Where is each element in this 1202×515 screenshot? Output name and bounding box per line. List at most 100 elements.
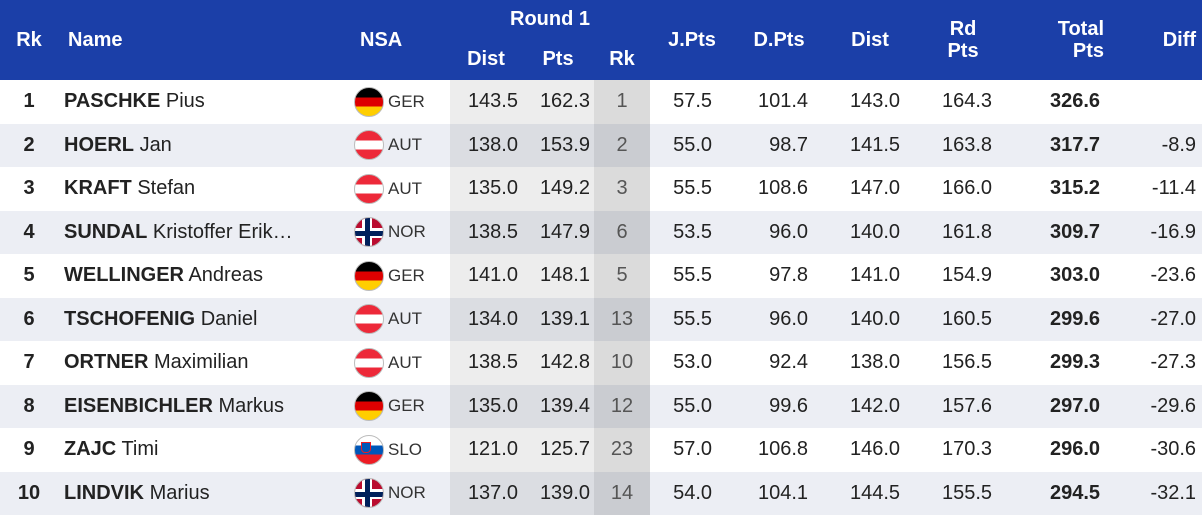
flag-icon (354, 347, 384, 378)
diff-cell: -23.6 (1150, 264, 1197, 287)
table-row[interactable]: 4 SUNDAL Kristoffer Erik… NOR 138.5 147.9 6 53… (0, 210, 1202, 255)
total-pts-cell: 315.2 (1049, 177, 1101, 200)
flag-icon (354, 434, 384, 465)
table-row[interactable]: 1 PASCHKE Pius GER 143.5 162.3 1 57.5 101.4 143.… (0, 80, 1202, 124)
diff-cell: -27.3 (1150, 351, 1197, 374)
distance-cell: 144.5 (849, 481, 901, 504)
table-row[interactable]: 6 TSCHOFENIG Daniel AUT 134.0 139.1 13 55.5 96.… (0, 297, 1202, 342)
nsa-code: GER (388, 265, 425, 285)
nsa-cell: AUT (354, 341, 450, 385)
round-pts-cell: 153.9 (522, 123, 594, 167)
rank-cell: 6 (23, 307, 35, 330)
judge-pts-cell: 57.5 (673, 90, 713, 113)
header-diff[interactable]: Diff (1162, 28, 1197, 51)
round-dist-cell: 143.5 (450, 80, 522, 124)
total-pts-cell: 299.6 (1049, 307, 1101, 330)
athlete-last-name: KRAFT (64, 177, 132, 200)
header-round-pts[interactable]: Pts (542, 47, 574, 70)
athlete-first-name: Marius (149, 481, 210, 504)
athlete-name[interactable]: KRAFT Stefan (58, 167, 354, 211)
nsa-code: NOR (388, 222, 426, 242)
round-pts-cell: 148.1 (522, 254, 594, 298)
rank-cell: 5 (23, 264, 35, 287)
nsa-cell: SLO (354, 428, 450, 472)
table-body: 1 PASCHKE Pius GER 143.5 162.3 1 57.5 101.4 143.… (0, 80, 1202, 515)
athlete-last-name: TSCHOFENIG (64, 307, 196, 330)
rank-cell: 4 (23, 220, 35, 243)
round-total-cell: 160.5 (941, 307, 993, 330)
header-rd-pts[interactable]: Rd Pts (916, 0, 1010, 80)
total-pts-cell: 294.5 (1049, 481, 1101, 504)
round-rank-cell: 1 (594, 80, 651, 124)
judge-pts-cell: 55.0 (673, 394, 713, 417)
total-pts-cell: 317.7 (1049, 133, 1101, 156)
header-rk[interactable]: Rk (16, 28, 42, 51)
header-total-pts-top: Total (1057, 18, 1105, 40)
athlete-first-name: Kristoffer Erik… (152, 220, 293, 243)
athlete-name[interactable]: EISENBICHLER Markus (58, 385, 354, 429)
diff-cell: -32.1 (1150, 481, 1197, 504)
nsa-code: GER (388, 396, 425, 416)
athlete-name[interactable]: HOERL Jan (58, 124, 354, 168)
nsa-cell: AUT (354, 167, 450, 211)
athlete-name[interactable]: PASCHKE Pius (58, 80, 354, 124)
rank-cell: 1 (23, 90, 35, 113)
athlete-name[interactable]: TSCHOFENIG Daniel (58, 298, 354, 342)
nsa-cell: NOR (354, 211, 450, 255)
round-dist-cell: 135.0 (450, 167, 522, 211)
athlete-last-name: ZAJC (64, 438, 117, 461)
table-row[interactable]: 2 HOERL Jan AUT 138.0 153.9 2 55.0 98.7 141.5 163… (0, 123, 1202, 168)
header-jpts[interactable]: J.Pts (668, 28, 716, 51)
table-row[interactable]: 9 ZAJC Timi SLO 121.0 125.7 23 57.0 106.8 146.0 1… (0, 428, 1202, 472)
flag-icon (354, 391, 384, 422)
table-row[interactable]: 7 ORTNER Maximilian AUT 138.5 142.8 10 53.0 92.… (0, 341, 1202, 385)
judge-pts-cell: 53.0 (673, 351, 713, 374)
judge-pts-cell: 57.0 (673, 438, 713, 461)
header-name[interactable]: Name (68, 28, 123, 51)
table-row[interactable]: 8 EISENBICHLER Markus GER 135.0 139.4 12 55.0 9… (0, 384, 1202, 429)
athlete-last-name: LINDVIK (64, 481, 144, 504)
round-pts-cell: 139.0 (522, 471, 594, 515)
athlete-last-name: HOERL (64, 133, 134, 156)
diff-cell (1114, 80, 1202, 124)
header-round-1: Round 1 (510, 7, 591, 30)
nsa-cell: AUT (354, 124, 450, 168)
athlete-name[interactable]: ZAJC Timi (58, 428, 354, 472)
header-round-rk[interactable]: Rk (609, 47, 635, 70)
round-pts-cell: 142.8 (522, 341, 594, 385)
distance-cell: 138.0 (849, 351, 901, 374)
table-row[interactable]: 3 KRAFT Stefan AUT 135.0 149.2 3 55.5 108.6 147.… (0, 167, 1202, 211)
nsa-cell: AUT (354, 298, 450, 342)
header-nsa[interactable]: NSA (360, 28, 403, 51)
flag-icon (354, 217, 384, 248)
judge-pts-cell: 54.0 (673, 481, 713, 504)
distance-cell: 141.0 (849, 264, 901, 287)
athlete-name[interactable]: SUNDAL Kristoffer Erik… (58, 211, 354, 255)
judge-pts-cell: 55.5 (673, 264, 713, 287)
nsa-code: GER (388, 91, 425, 111)
athlete-first-name: Daniel (200, 307, 258, 330)
header-dist[interactable]: Dist (851, 28, 889, 51)
round-dist-cell: 134.0 (450, 297, 522, 341)
athlete-name[interactable]: ORTNER Maximilian (58, 341, 354, 385)
total-pts-cell: 297.0 (1049, 394, 1101, 417)
header-dpts[interactable]: D.Pts (753, 28, 805, 51)
athlete-first-name: Stefan (137, 177, 196, 200)
athlete-name[interactable]: WELLINGER Andreas (58, 254, 354, 298)
flag-icon (354, 130, 384, 161)
round-rank-cell: 6 (594, 210, 651, 254)
distance-pts-cell: 108.6 (757, 177, 809, 200)
round-total-cell: 166.0 (941, 177, 993, 200)
round-rank-cell: 3 (594, 167, 651, 211)
nsa-code: AUT (388, 178, 422, 198)
table-row[interactable]: 10 LINDVIK Marius NOR 137.0 139.0 14 54.0 104.1… (0, 471, 1202, 515)
round-dist-cell: 138.0 (450, 123, 522, 167)
athlete-name[interactable]: LINDVIK Marius (58, 472, 354, 515)
header-round-dist[interactable]: Dist (467, 47, 505, 70)
rank-cell: 2 (23, 133, 35, 156)
table-row[interactable]: 5 WELLINGER Andreas GER 141.0 148.1 5 55.5 97.8… (0, 254, 1202, 298)
rank-cell: 3 (23, 177, 35, 200)
header-total-pts[interactable]: Total Pts (1010, 0, 1114, 80)
nsa-cell: GER (354, 254, 450, 298)
